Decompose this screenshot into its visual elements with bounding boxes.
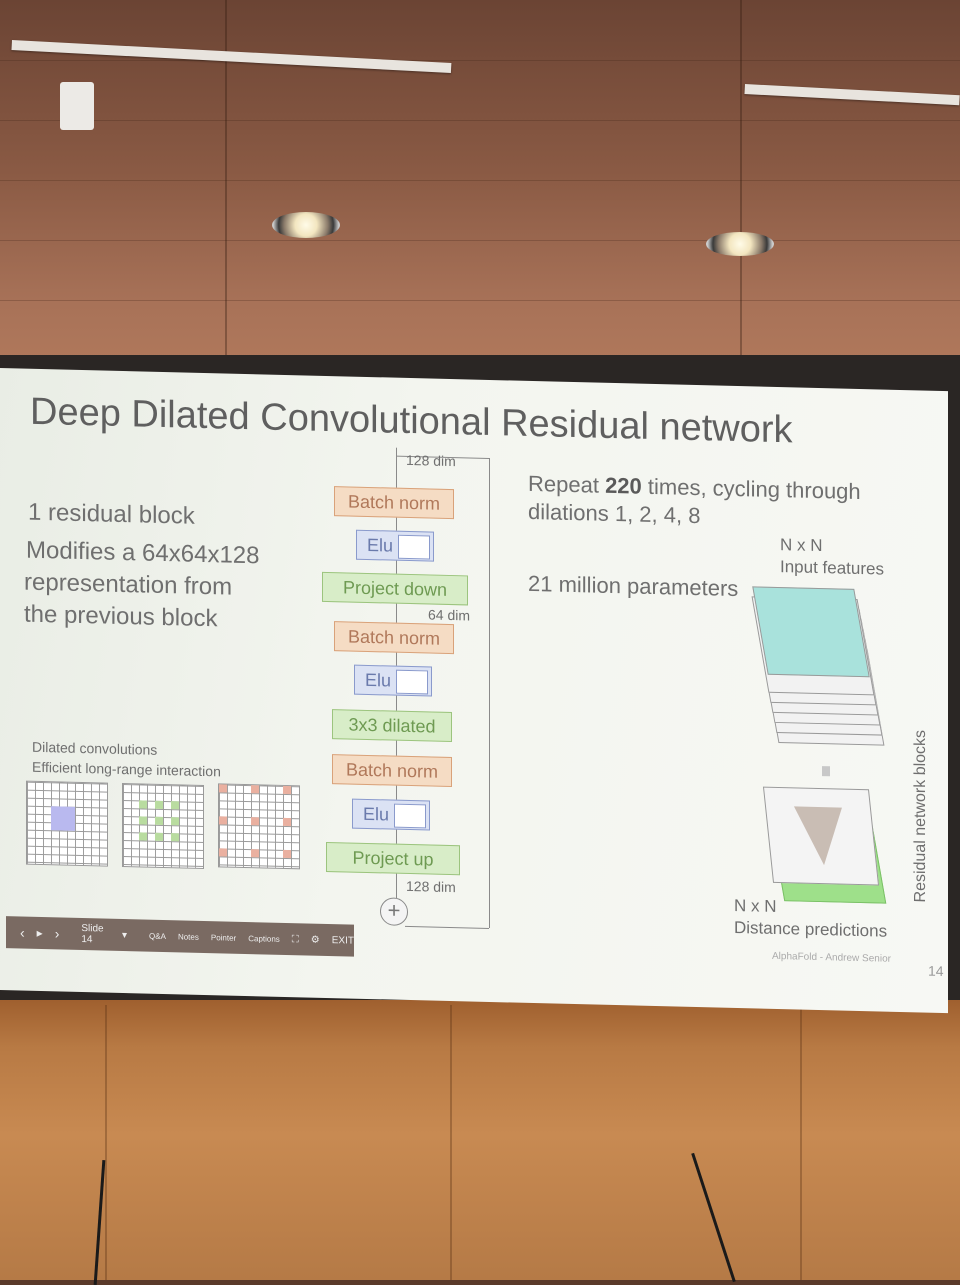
- nxn-bottom: N x N: [734, 895, 777, 916]
- desc-line-1: Modifies a 64x64x128: [26, 536, 260, 570]
- output-stack: [762, 786, 888, 910]
- track-rail-right: [744, 84, 960, 106]
- footer-credit: AlphaFold - Andrew Senior: [772, 950, 891, 965]
- elu-curve-icon: [394, 803, 426, 829]
- wood-wall: [0, 990, 960, 1280]
- params-text: 21 million parameters: [528, 570, 739, 602]
- elu-1-label: Elu: [367, 534, 394, 556]
- dilation-grid-1: [26, 780, 108, 867]
- desc-line-3: the previous block: [24, 600, 218, 633]
- notes-button[interactable]: Notes: [177, 931, 199, 942]
- fullscreen-icon[interactable]: ⛶: [291, 933, 299, 945]
- repeat-pre: Repeat: [528, 470, 606, 498]
- projection-screen: Deep Dilated Convolutional Residual netw…: [0, 368, 948, 1014]
- chevron-down-icon[interactable]: ▾: [122, 929, 128, 941]
- dim-bottom-label: 128 dim: [406, 877, 456, 896]
- project-up: Project up: [326, 841, 460, 876]
- slide-selector[interactable]: Slide 14: [81, 922, 104, 946]
- repeat-post: times, cycling through: [641, 473, 861, 505]
- elu-3-label: Elu: [363, 803, 390, 825]
- qa-button[interactable]: Q&A: [149, 931, 166, 941]
- elu-curve-icon: [396, 669, 428, 695]
- nxn-top: N x N: [780, 535, 823, 556]
- dilations-text: dilations 1, 2, 4, 8: [528, 498, 701, 529]
- distance-label: Distance predictions: [734, 917, 888, 941]
- ceiling-light-left: [272, 212, 340, 238]
- elu-2: Elu: [354, 664, 432, 697]
- repeat-number: 220: [605, 472, 642, 499]
- block-label: 1 residual block: [28, 498, 195, 530]
- dim-mid-label: 64 dim: [428, 606, 471, 624]
- elu-1: Elu: [356, 529, 434, 562]
- input-layer: [752, 586, 870, 678]
- dilation-grid-3: [218, 783, 300, 870]
- track-rail-left: [11, 40, 452, 74]
- dilation-grid-2: [122, 782, 204, 869]
- batch-norm-1: Batch norm: [334, 486, 454, 520]
- layer-stack: [751, 586, 890, 760]
- ceiling: [0, 0, 960, 380]
- next-icon[interactable]: ›: [54, 925, 60, 942]
- dilated-conv: 3x3 dilated: [332, 709, 452, 743]
- slideshow-toolbar: ‹ ▸ › Slide 14 ▾ Q&A Notes Pointer Capti…: [6, 916, 354, 957]
- slide-title: Deep Dilated Convolutional Residual netw…: [30, 390, 793, 452]
- dim-top-label: 128 dim: [406, 451, 456, 470]
- vertical-label: Residual network blocks: [912, 729, 929, 903]
- captions-button[interactable]: Captions: [248, 933, 280, 944]
- prev-icon[interactable]: ‹: [20, 924, 25, 941]
- input-features-label: Input features: [780, 557, 884, 579]
- sum-node-icon: +: [380, 897, 408, 926]
- funnel-icon: [793, 806, 849, 866]
- batch-norm-3: Batch norm: [332, 754, 452, 788]
- elu-3: Elu: [352, 798, 430, 831]
- ceiling-light-right: [706, 232, 774, 256]
- exit-button[interactable]: EXIT: [331, 934, 354, 947]
- elu-curve-icon: [398, 534, 430, 560]
- page-number: 14: [928, 962, 944, 980]
- desc-line-2: representation from: [24, 568, 233, 601]
- batch-norm-2: Batch norm: [334, 621, 454, 655]
- elu-2-label: Elu: [365, 669, 392, 691]
- play-icon[interactable]: ▸: [36, 925, 43, 941]
- pointer-button[interactable]: Pointer: [210, 932, 237, 943]
- dilated-title: Dilated convolutions: [32, 738, 158, 758]
- dilated-sub: Efficient long-range interaction: [32, 758, 221, 780]
- project-down: Project down: [322, 571, 468, 606]
- track-lamp: [60, 82, 94, 130]
- gear-icon[interactable]: ⚙: [310, 934, 320, 946]
